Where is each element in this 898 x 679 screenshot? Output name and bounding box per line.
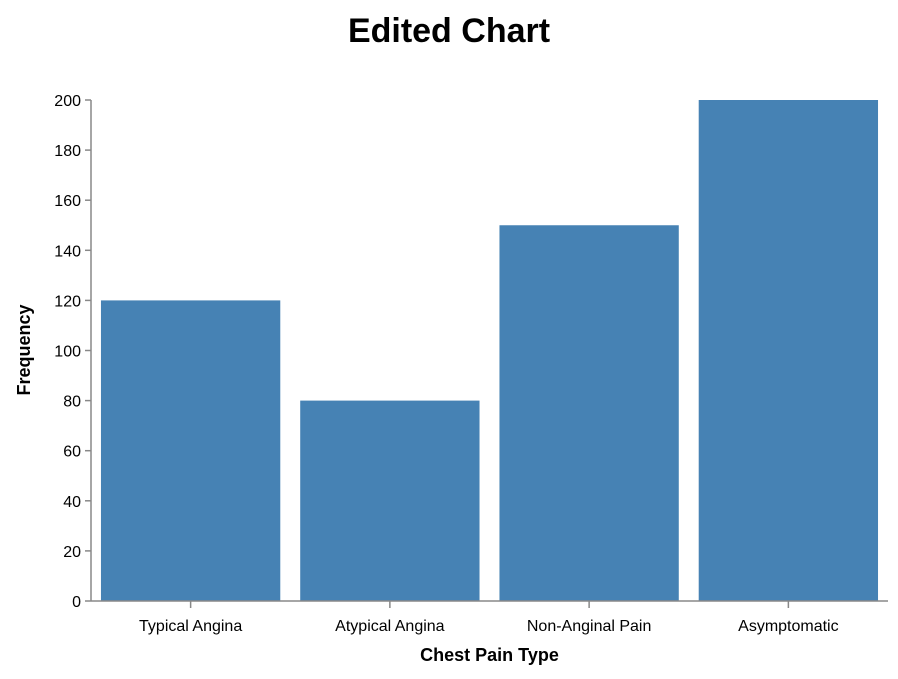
bar-atypical-angina bbox=[300, 400, 480, 601]
bar-non-anginal-pain bbox=[499, 225, 679, 601]
y-tick-label-60: 60 bbox=[63, 444, 81, 461]
bars-group bbox=[100, 100, 879, 601]
x-tick-label-asymptomatic: Asymptomatic bbox=[738, 618, 838, 635]
y-tick-label-80: 80 bbox=[63, 394, 81, 411]
bar-typical-angina bbox=[100, 300, 281, 601]
y-tick-label-140: 140 bbox=[54, 243, 81, 260]
y-axis-title: Frequency bbox=[14, 304, 34, 395]
y-tick-label-40: 40 bbox=[63, 494, 81, 511]
x-tick-label-atypical-angina: Atypical Angina bbox=[335, 618, 445, 635]
y-tick-label-200: 200 bbox=[54, 93, 81, 110]
chart-title: Edited Chart bbox=[348, 12, 550, 50]
bar-asymptomatic bbox=[698, 100, 879, 601]
x-axis: Typical Angina Atypical Angina Non-Anginal… bbox=[91, 600, 888, 635]
y-tick-label-20: 20 bbox=[63, 544, 81, 561]
y-tick-label-180: 180 bbox=[54, 143, 81, 160]
y-tick-label-160: 160 bbox=[54, 193, 81, 210]
y-axis: 0 20 40 60 80 100 120 140 160 180 200 bbox=[54, 93, 92, 611]
x-axis-title: Chest Pain Type bbox=[420, 645, 559, 665]
x-tick-label-typical-angina: Typical Angina bbox=[139, 618, 242, 635]
y-tick-label-120: 120 bbox=[54, 293, 81, 310]
y-tick-label-100: 100 bbox=[54, 344, 81, 361]
y-tick-label-0: 0 bbox=[72, 594, 81, 611]
x-tick-label-non-anginal-pain: Non-Anginal Pain bbox=[527, 618, 652, 635]
